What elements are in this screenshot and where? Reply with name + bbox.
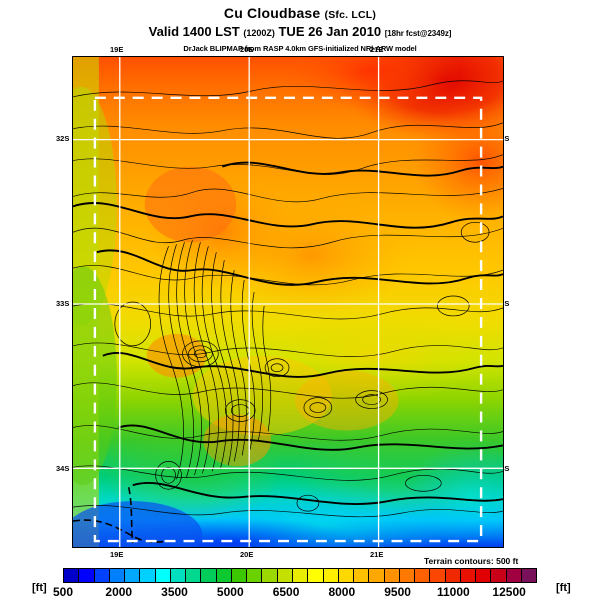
terrain-contours-bold — [73, 161, 503, 505]
colorbar-swatch — [262, 569, 278, 582]
lon-label-bottom-21e: 21E — [370, 550, 384, 559]
colorbar-swatch — [384, 569, 400, 582]
colorbar-swatch — [247, 569, 263, 582]
colorbar-swatch — [506, 569, 522, 582]
colorbar-tick-label: 6500 — [272, 585, 300, 599]
field-warm-core-1 — [144, 166, 237, 243]
field-warm-core-2 — [146, 333, 207, 378]
colorbar-swatch — [415, 569, 431, 582]
colorbar-swatch — [79, 569, 95, 582]
colorbar-swatch — [460, 569, 477, 582]
colorbar-tick-label: 2000 — [105, 585, 133, 599]
valid-prefix: Valid 1400 LST — [148, 24, 240, 39]
colorbar-swatch — [277, 569, 293, 582]
cloudbase-field-plot[interactable] — [72, 56, 504, 548]
field-warm-interior-2 — [212, 196, 412, 316]
forecast-note: [18hr fcst@2349z] — [384, 29, 452, 38]
lon-label-bottom-19e: 19E — [110, 550, 124, 559]
colorbar-tick-label: 11000 — [436, 585, 470, 599]
map-container[interactable]: 32S 33S 34S 32S 33S 34S 19E 20E 21E 19E … — [56, 45, 509, 559]
colorbar-swatch — [170, 569, 187, 582]
valid-utc: (1200Z) — [243, 28, 275, 38]
colorbar-swatch — [354, 569, 370, 582]
valid-date: TUE 26 Jan 2010 — [278, 24, 382, 39]
colorbar-swatch — [369, 569, 385, 582]
colorbar-swatch — [308, 569, 324, 582]
colorbar-tick-label: 500 — [52, 585, 74, 599]
graticule-lines — [73, 57, 503, 547]
colorbar-unit-right: [ft] — [556, 582, 571, 594]
lon-label-top-20e: 20E — [240, 45, 254, 54]
field-yellow-blob-3 — [294, 370, 399, 431]
colorbar-swatch — [399, 569, 416, 582]
colorbar-swatch — [109, 569, 126, 582]
colorbar-swatch — [292, 569, 309, 582]
field-cyan-east — [401, 445, 503, 545]
colorbar-swatch — [491, 569, 507, 582]
lat-label-left-32s: 32S — [56, 134, 70, 143]
colorbar-swatch — [140, 569, 156, 582]
valid-time-line: Valid 1400 LST (1200Z) TUE 26 Jan 2010 [… — [0, 24, 600, 42]
field-blue-sw — [73, 501, 203, 547]
colorbar-swatch — [216, 569, 232, 582]
colorbar-unit-left: [ft] — [32, 582, 47, 594]
colorbar-swatch — [125, 569, 141, 582]
lon-label-top-21e: 21E — [370, 45, 384, 54]
model-attribution: DrJack BLIPMAP from RASP 4.0km GFS-initi… — [183, 44, 417, 53]
colorbar-tick-label: 5000 — [216, 585, 244, 599]
colorbar-swatch — [155, 569, 171, 582]
inner-domain-box — [93, 96, 483, 543]
title-main-text: Cu Cloudbase — [223, 5, 321, 21]
title-main-suffix: (Sfc. LCL) — [324, 9, 377, 21]
colorbar-swatch — [186, 569, 202, 582]
colorbar-swatch — [231, 569, 248, 582]
coastline — [73, 487, 169, 544]
colorbar-swatch — [201, 569, 217, 582]
terrain-contours-peaks — [114, 221, 490, 512]
title-block: Cu Cloudbase (Sfc. LCL) Valid 1400 LST (… — [0, 6, 600, 54]
colorbar-swatch — [521, 569, 537, 582]
colorbar-tick-label: 12500 — [492, 585, 526, 599]
terrain-contours-ridges — [158, 240, 272, 480]
lon-label-bottom-20e: 20E — [240, 550, 254, 559]
lon-label-top-19e: 19E — [110, 45, 124, 54]
colorbar-swatch — [430, 569, 446, 582]
colorbar-swatch — [476, 569, 492, 582]
colorbar-swatch — [338, 569, 355, 582]
lat-label-left-33s: 33S — [56, 299, 70, 308]
colorbar-swatch — [64, 569, 80, 582]
colorbar-tick-label: 9500 — [384, 585, 411, 599]
page-title: Cu Cloudbase (Sfc. LCL) — [0, 6, 600, 23]
colorbar-swatch — [323, 569, 339, 582]
colorbar-tick-label: 3500 — [161, 585, 188, 599]
colorbar-swatch — [94, 569, 110, 582]
colorbar-tick-label: 8000 — [328, 585, 356, 599]
colorbar[interactable] — [63, 568, 537, 583]
lat-label-left-34s: 34S — [56, 464, 70, 473]
terrain-contour-note: Terrain contours: 500 ft — [424, 556, 519, 566]
colorbar-area: Terrain contours: 500 ft [ft] [ft] 500 20… — [0, 556, 600, 600]
colorbar-swatch — [445, 569, 461, 582]
field-svg — [73, 57, 503, 547]
